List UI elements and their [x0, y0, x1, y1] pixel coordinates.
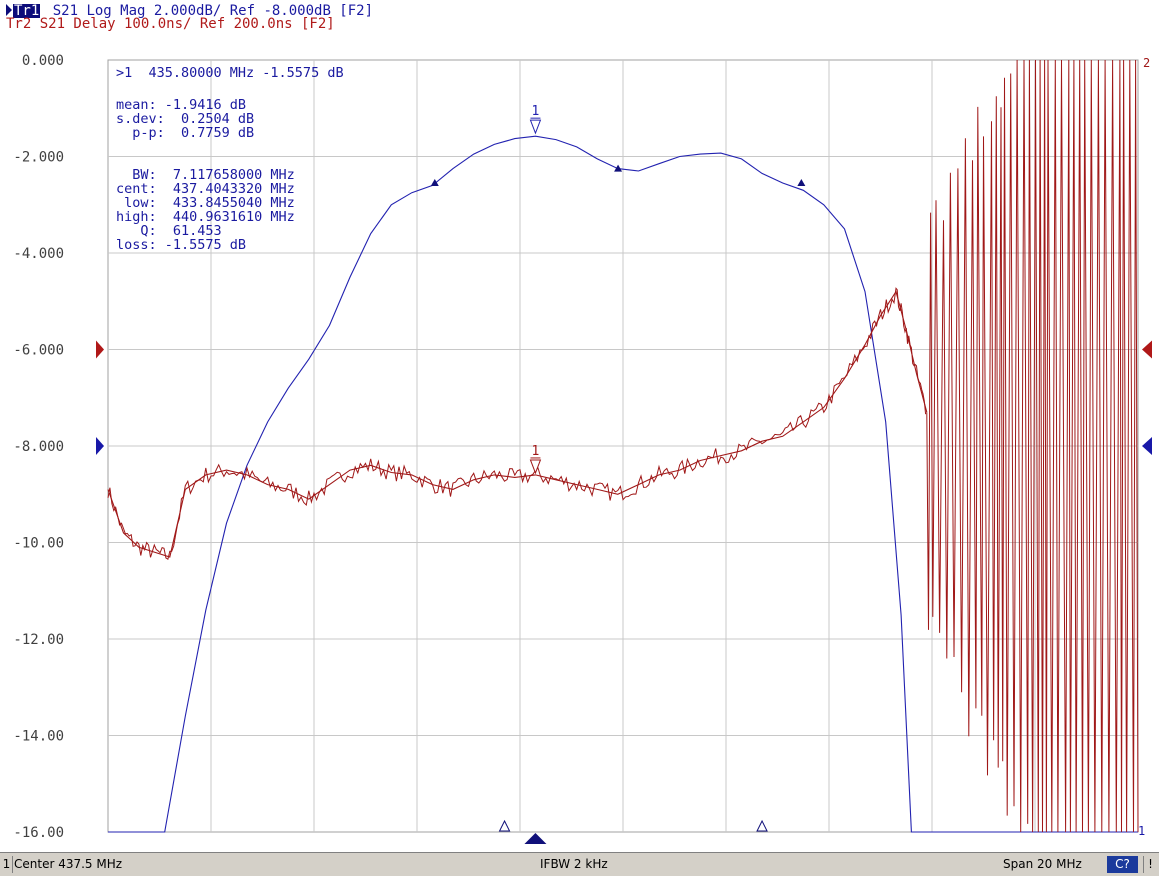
- channel-number-bottom-right: 1: [1138, 824, 1145, 838]
- grid: [107, 59, 1139, 833]
- marker-readout: >1 435.80000 MHz -1.5575 dB mean: -1.9416…: [116, 65, 344, 253]
- marker-bw-line: high: 440.9631610 MHz: [116, 209, 295, 225]
- y-tick-label: -2.000: [13, 150, 64, 166]
- active-stimulus-marker-icon: [524, 833, 547, 844]
- stimulus-marker-icon: [756, 819, 768, 832]
- marker-bw-line: Q: 61.453: [116, 223, 222, 239]
- marker-stat-line: p-p: 0.7759 dB: [116, 125, 254, 141]
- channel-number-top-right: 2: [1143, 56, 1150, 70]
- markers[interactable]: 11: [430, 104, 806, 844]
- marker-active-readout: >1 435.80000 MHz -1.5575 dB: [116, 65, 344, 81]
- y-tick-label: -16.00: [13, 825, 64, 841]
- traces: [107, 59, 1139, 833]
- marker-bw-line: loss: -1.5575 dB: [116, 237, 246, 253]
- marker-bw-line: BW: 7.117658000 MHz: [116, 167, 295, 183]
- marker-triangle-icon: [529, 459, 542, 475]
- reference-indicators: 21: [96, 56, 1152, 838]
- y-tick-label: -6.000: [13, 343, 64, 359]
- trace2-settings: Tr2 S21 Delay 100.0ns/ Ref 200.0ns [F2]: [6, 16, 335, 32]
- trace1-reference-right-icon: [1142, 437, 1152, 455]
- active-trace-arrow-icon: [6, 4, 12, 16]
- y-tick-label: -8.000: [13, 439, 64, 455]
- marker-stat-line: mean: -1.9416 dB: [116, 97, 246, 113]
- y-tick-label: -10.00: [13, 536, 64, 552]
- bandwidth-marker-icon: [614, 164, 623, 172]
- trace2-title[interactable]: Tr2 S21 Delay 100.0ns/ Ref 200.0ns [F2]: [6, 17, 335, 31]
- warning-indicator[interactable]: !: [1143, 856, 1157, 873]
- y-tick-label: -4.000: [13, 246, 64, 262]
- span-setting[interactable]: Span 20 MHz: [1003, 857, 1082, 871]
- stimulus-marker-icon: [498, 819, 511, 832]
- marker-label: 1: [532, 444, 540, 459]
- marker-stat-line: s.dev: 0.2504 dB: [116, 111, 254, 127]
- trace2-noise: [926, 59, 1139, 833]
- marker-bw-line: low: 433.8455040 MHz: [116, 195, 295, 211]
- trace1-settings: S21 Log Mag 2.000dB/ Ref -8.000dB [F2]: [44, 3, 374, 19]
- calibration-status-badge[interactable]: C?: [1107, 856, 1138, 873]
- trace1-tag[interactable]: Tr1: [13, 3, 41, 19]
- status-bar: 1 Center 437.5 MHz IFBW 2 kHz Span 20 MH…: [0, 852, 1159, 876]
- marker-label: 1: [532, 104, 540, 119]
- trace-header: Tr1 S21 Log Mag 2.000dB/ Ref -8.000dB [F…: [0, 0, 1159, 44]
- trace2-line: [107, 290, 928, 558]
- y-tick-label: -14.00: [13, 729, 64, 745]
- channel-indicator[interactable]: 1: [1, 856, 13, 873]
- trace2-reference-right-icon: [1142, 340, 1152, 359]
- y-tick-label: -12.00: [13, 632, 64, 648]
- trace1-title[interactable]: Tr1 S21 Log Mag 2.000dB/ Ref -8.000dB [F…: [6, 4, 373, 18]
- ifbw-setting[interactable]: IFBW 2 kHz: [540, 857, 608, 871]
- marker-bw-line: cent: 437.4043320 MHz: [116, 181, 295, 197]
- trace2-ripple: [107, 287, 927, 561]
- measurement-chart[interactable]: 0.000 -2.000 -4.000 -6.000 -8.000 -10.00 -12.0…: [0, 0, 1159, 852]
- bandwidth-marker-icon: [797, 179, 806, 187]
- trace1-reference-left-icon: [96, 437, 104, 455]
- trace1-line: [108, 135, 1138, 833]
- marker-triangle-icon: [529, 119, 542, 135]
- trace2-reference-left-icon: [96, 340, 104, 359]
- y-tick-label: 0.000: [22, 53, 64, 69]
- center-frequency[interactable]: Center 437.5 MHz: [14, 857, 123, 871]
- y-axis-ticks: 0.000 -2.000 -4.000 -6.000 -8.000 -10.00 -12.0…: [13, 53, 64, 841]
- bandwidth-marker-icon: [430, 179, 439, 187]
